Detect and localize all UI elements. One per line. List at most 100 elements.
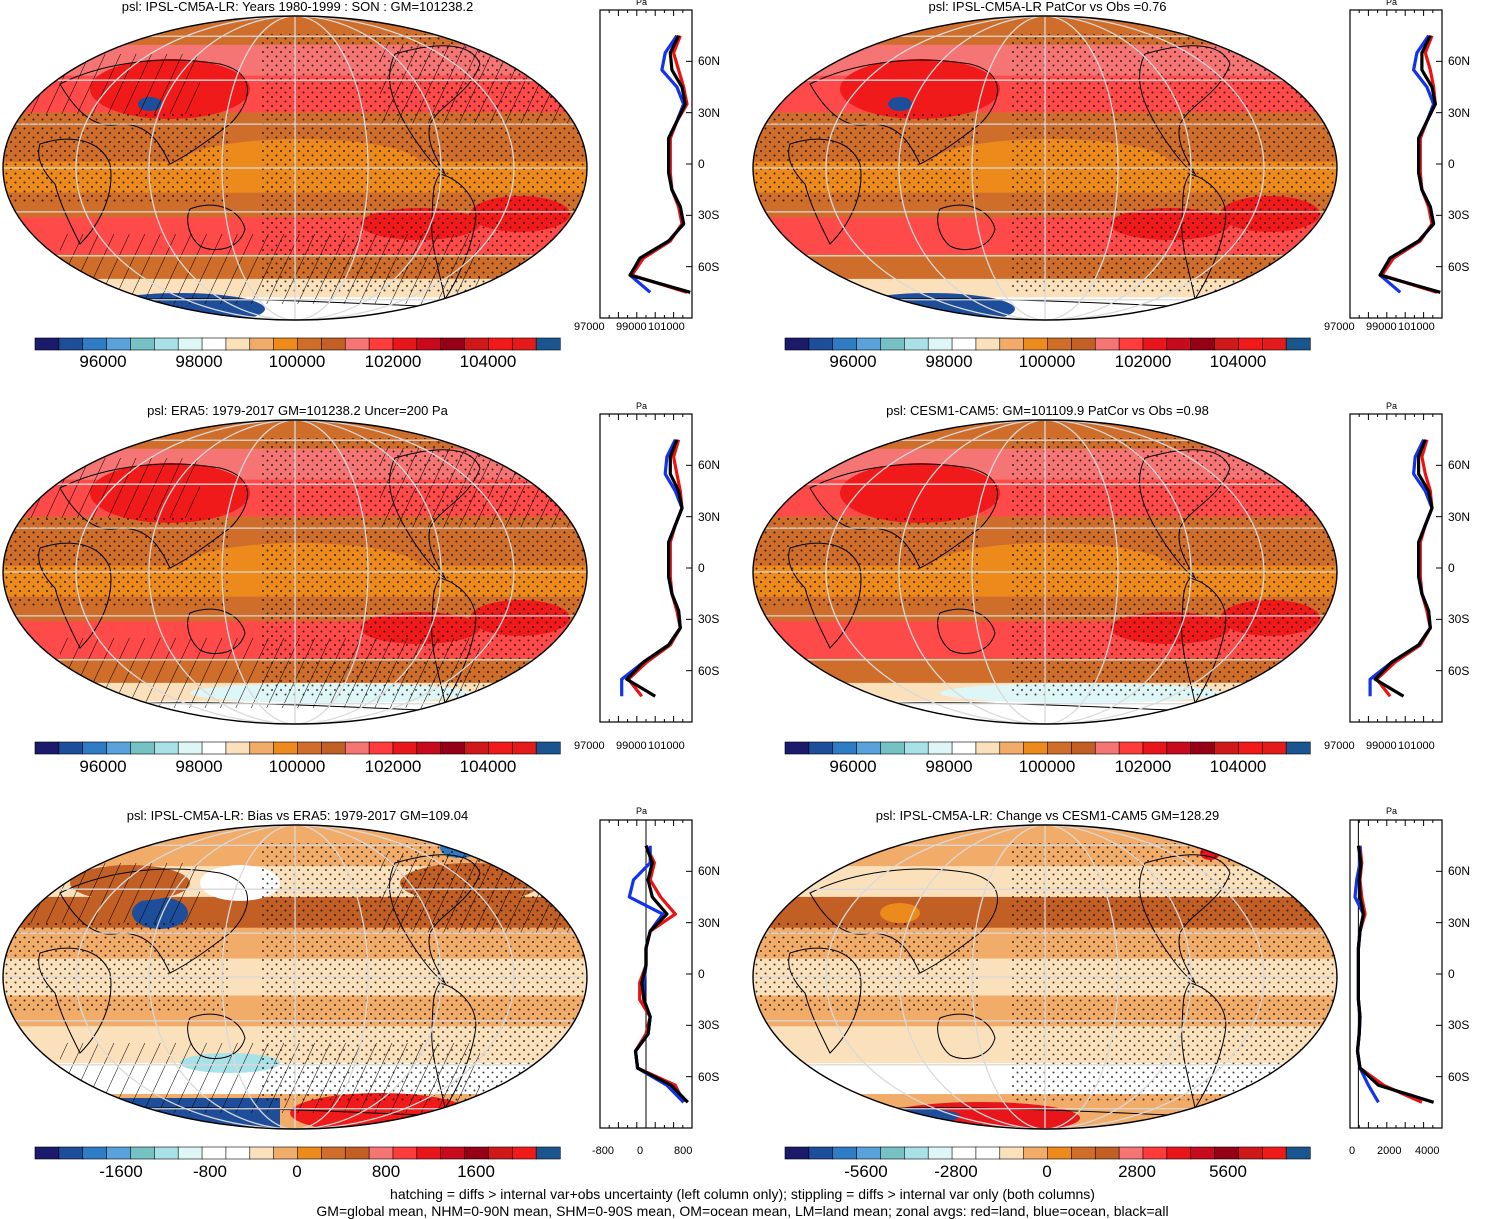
colorbar-swatch bbox=[1118, 337, 1144, 351]
colorbar-swatch bbox=[927, 741, 953, 755]
colorbar-swatch bbox=[1190, 1146, 1216, 1160]
zonal-x-tick: 800 bbox=[674, 1145, 693, 1157]
colorbar-swatch bbox=[975, 337, 1001, 351]
meridian-line bbox=[294, 825, 369, 1129]
colorbar-swatch bbox=[225, 1146, 251, 1160]
colorbar-tick-label: 1600 bbox=[457, 1162, 495, 1181]
colorbar-swatch bbox=[464, 337, 490, 351]
panel-title: psl: CESM1-CAM5: GM=101109.9 PatCor vs O… bbox=[886, 403, 1209, 418]
colorbar-swatch bbox=[249, 741, 275, 755]
colorbar bbox=[784, 337, 1311, 351]
panel-title: psl: IPSL-CM5A-LR: Change vs CESM1-CAM5 … bbox=[875, 808, 1220, 823]
zonal-x-tick: 4000 bbox=[1415, 1145, 1440, 1157]
coastline bbox=[187, 204, 246, 251]
colorbar-swatch bbox=[511, 337, 537, 351]
colorbar-swatch bbox=[297, 1146, 322, 1160]
zonal-x-tick: 101000 bbox=[1398, 321, 1435, 333]
stippling bbox=[753, 518, 980, 608]
zonal-mean-plot bbox=[1349, 819, 1443, 1129]
colorbar-swatch bbox=[488, 337, 513, 351]
black-zonal-line bbox=[633, 845, 689, 1104]
colorbar-swatch bbox=[1071, 741, 1096, 755]
colorbar-swatch bbox=[321, 337, 346, 351]
colorbar-swatch bbox=[999, 741, 1025, 755]
colorbar-swatch bbox=[82, 741, 108, 755]
latitude-tick-label: 0 bbox=[698, 561, 705, 575]
colorbar-swatch bbox=[784, 337, 810, 351]
change-region bbox=[860, 1108, 960, 1124]
colorbar-swatch bbox=[440, 741, 466, 755]
colorbar-swatch bbox=[273, 1146, 299, 1160]
colorbar-swatch bbox=[904, 741, 929, 755]
latitude-tick-label: 60S bbox=[1448, 259, 1470, 274]
colorbar-swatch bbox=[1118, 741, 1144, 755]
map-panel bbox=[2, 419, 588, 725]
latitude-tick-label: 60N bbox=[698, 54, 721, 69]
meridian-line bbox=[1044, 825, 1119, 1129]
colorbar-swatch bbox=[177, 1146, 203, 1160]
colorbar-swatch bbox=[856, 1146, 882, 1160]
stippling bbox=[1010, 438, 1337, 698]
map-panel bbox=[2, 15, 588, 321]
coastline bbox=[187, 1013, 246, 1060]
colorbar-swatch bbox=[225, 337, 251, 351]
colorbar-swatch bbox=[106, 337, 132, 351]
colorbar-tick-label: 102000 bbox=[1114, 757, 1172, 776]
colorbar-swatch bbox=[832, 741, 858, 755]
colorbar-swatch bbox=[1047, 337, 1072, 351]
colorbar-tick-label: 800 bbox=[371, 1162, 401, 1181]
colorbar-swatch bbox=[951, 337, 977, 351]
colorbar-swatch bbox=[416, 337, 442, 351]
colorbar-swatch bbox=[1071, 1146, 1096, 1160]
stippling bbox=[1010, 843, 1337, 1103]
colorbar-swatch bbox=[1285, 337, 1311, 351]
colorbar-swatch bbox=[464, 741, 490, 755]
colorbar-swatch bbox=[880, 337, 905, 351]
latitude-tick-label: 30S bbox=[698, 1018, 720, 1033]
colorbar-swatch bbox=[1023, 741, 1049, 755]
zonal-unit-label: Pa bbox=[636, 401, 648, 411]
colorbar-swatch bbox=[927, 1146, 953, 1160]
meridian-line bbox=[148, 16, 296, 320]
colorbar-tick-label: -2800 bbox=[934, 1162, 978, 1181]
colorbar-swatch bbox=[82, 1146, 108, 1160]
latitude-tick-label: 30N bbox=[698, 105, 721, 120]
meridian-line bbox=[825, 16, 1046, 320]
zonal-mean-plot bbox=[1349, 413, 1443, 723]
colorbar-tick-label: 96000 bbox=[829, 352, 877, 371]
colorbar-swatch bbox=[1071, 337, 1096, 351]
black-zonal-line bbox=[625, 439, 684, 698]
colorbar-swatch bbox=[464, 1146, 490, 1160]
zonal-x-tick: 0 bbox=[1349, 1145, 1356, 1157]
map-panel bbox=[752, 419, 1338, 725]
coastline bbox=[38, 138, 112, 245]
colorbar-swatch bbox=[488, 741, 513, 755]
colorbar-swatch bbox=[106, 1146, 132, 1160]
footer-note: hatching = diffs > internal var+obs unce… bbox=[390, 1186, 1095, 1202]
meridian-line bbox=[294, 420, 369, 724]
colorbar-swatch bbox=[856, 337, 882, 351]
colorbar-swatch bbox=[927, 337, 953, 351]
zonal-x-tick: 97000 bbox=[574, 321, 605, 333]
colorbar-swatch bbox=[249, 1146, 275, 1160]
map-panel bbox=[752, 15, 1338, 321]
map-panel bbox=[2, 824, 588, 1130]
meridian-line bbox=[294, 420, 442, 724]
colorbar-swatch bbox=[784, 1146, 810, 1160]
colorbar-tick-label: 100000 bbox=[268, 352, 326, 371]
colorbar-swatch bbox=[1166, 1146, 1192, 1160]
latitude-tick-label: 30S bbox=[698, 208, 720, 223]
colorbar-swatch bbox=[1238, 741, 1263, 755]
latitude-tick-label: 30S bbox=[1448, 1018, 1470, 1033]
colorbar-tick-label: 102000 bbox=[364, 352, 422, 371]
colorbar-swatch bbox=[249, 337, 275, 351]
colorbar-swatch bbox=[808, 1146, 834, 1160]
colorbar-tick-label: 104000 bbox=[1209, 352, 1267, 371]
coastline bbox=[788, 138, 862, 245]
zonal-mean-plot bbox=[599, 413, 693, 723]
latitude-tick-label: 0 bbox=[698, 157, 705, 171]
meridian-line bbox=[1044, 825, 1192, 1129]
colorbar-swatch bbox=[82, 337, 108, 351]
zonal-unit-label: Pa bbox=[1386, 401, 1398, 411]
meridian-line bbox=[1044, 16, 1265, 320]
